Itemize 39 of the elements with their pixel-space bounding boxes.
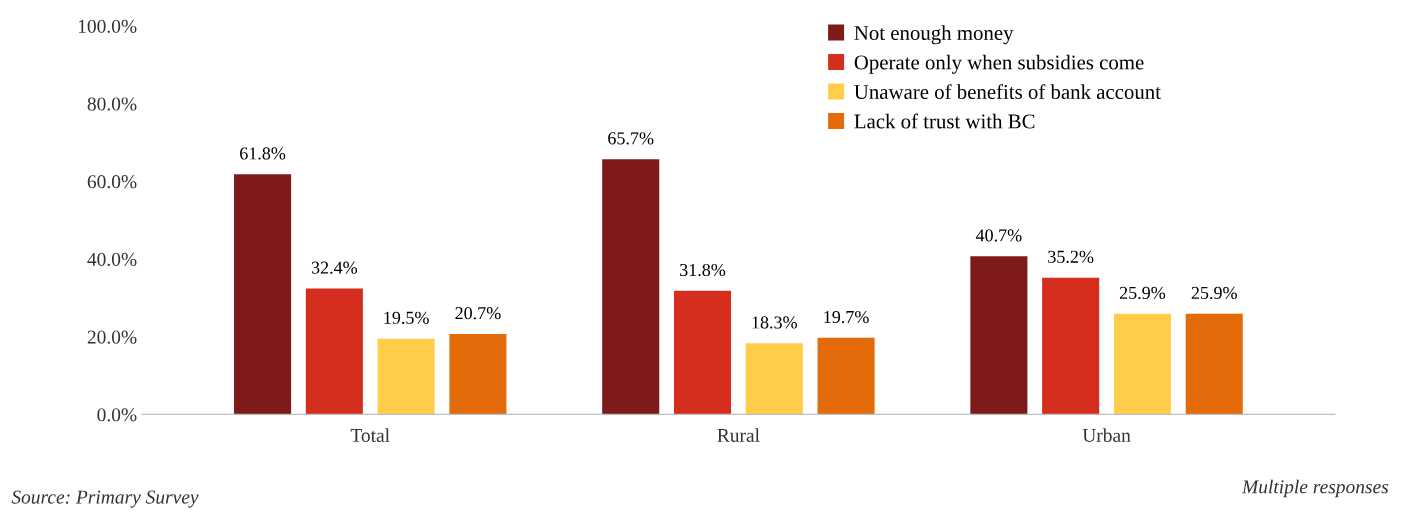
data-label: 19.5% [384,311,429,324]
y-tick-label: 20.0% [87,330,137,344]
bar [1042,277,1100,415]
data-label: 65.7% [608,132,654,145]
source-note: Source: Primary Survey [11,490,199,508]
bar [745,343,803,415]
data-label: 31.8% [680,263,726,277]
bar [602,159,660,415]
y-tick-label: 100.0% [78,19,137,33]
data-label: 20.7% [455,307,501,320]
x-tick-label: Total [350,428,390,442]
legend-label: Operate only when subsidies come [854,54,1144,74]
legend-label: Unaware of benefits of bank account [854,84,1161,99]
x-tick-label: Urban [1082,428,1131,442]
data-label: 25.9% [1119,286,1166,300]
bar [449,333,507,415]
bar [1185,313,1243,415]
y-tick-label: 0.0% [97,408,137,422]
data-label: 19.7% [824,310,869,324]
data-label: 25.9% [1191,286,1237,300]
y-tick-label: 60.0% [87,175,137,189]
data-label: 61.8% [240,147,286,160]
bar [234,174,292,415]
bar [1113,313,1171,415]
bar [817,337,875,415]
legend-label: Lack of trust with BC [854,113,1035,129]
y-tick-label: 40.0% [87,252,137,267]
data-label: 35.2% [1048,250,1094,263]
bar [970,256,1028,415]
y-tick-label: 80.0% [87,97,137,111]
data-label: 40.7% [975,229,1022,242]
data-label: 18.3% [752,316,797,329]
bar [673,290,732,415]
x-tick-label: Rural [717,428,760,442]
bar [305,288,363,415]
legend-label: Not enough money [854,25,1014,45]
bar [377,338,435,415]
data-label: 32.4% [311,261,358,274]
text: Multiple responses [1241,479,1389,498]
